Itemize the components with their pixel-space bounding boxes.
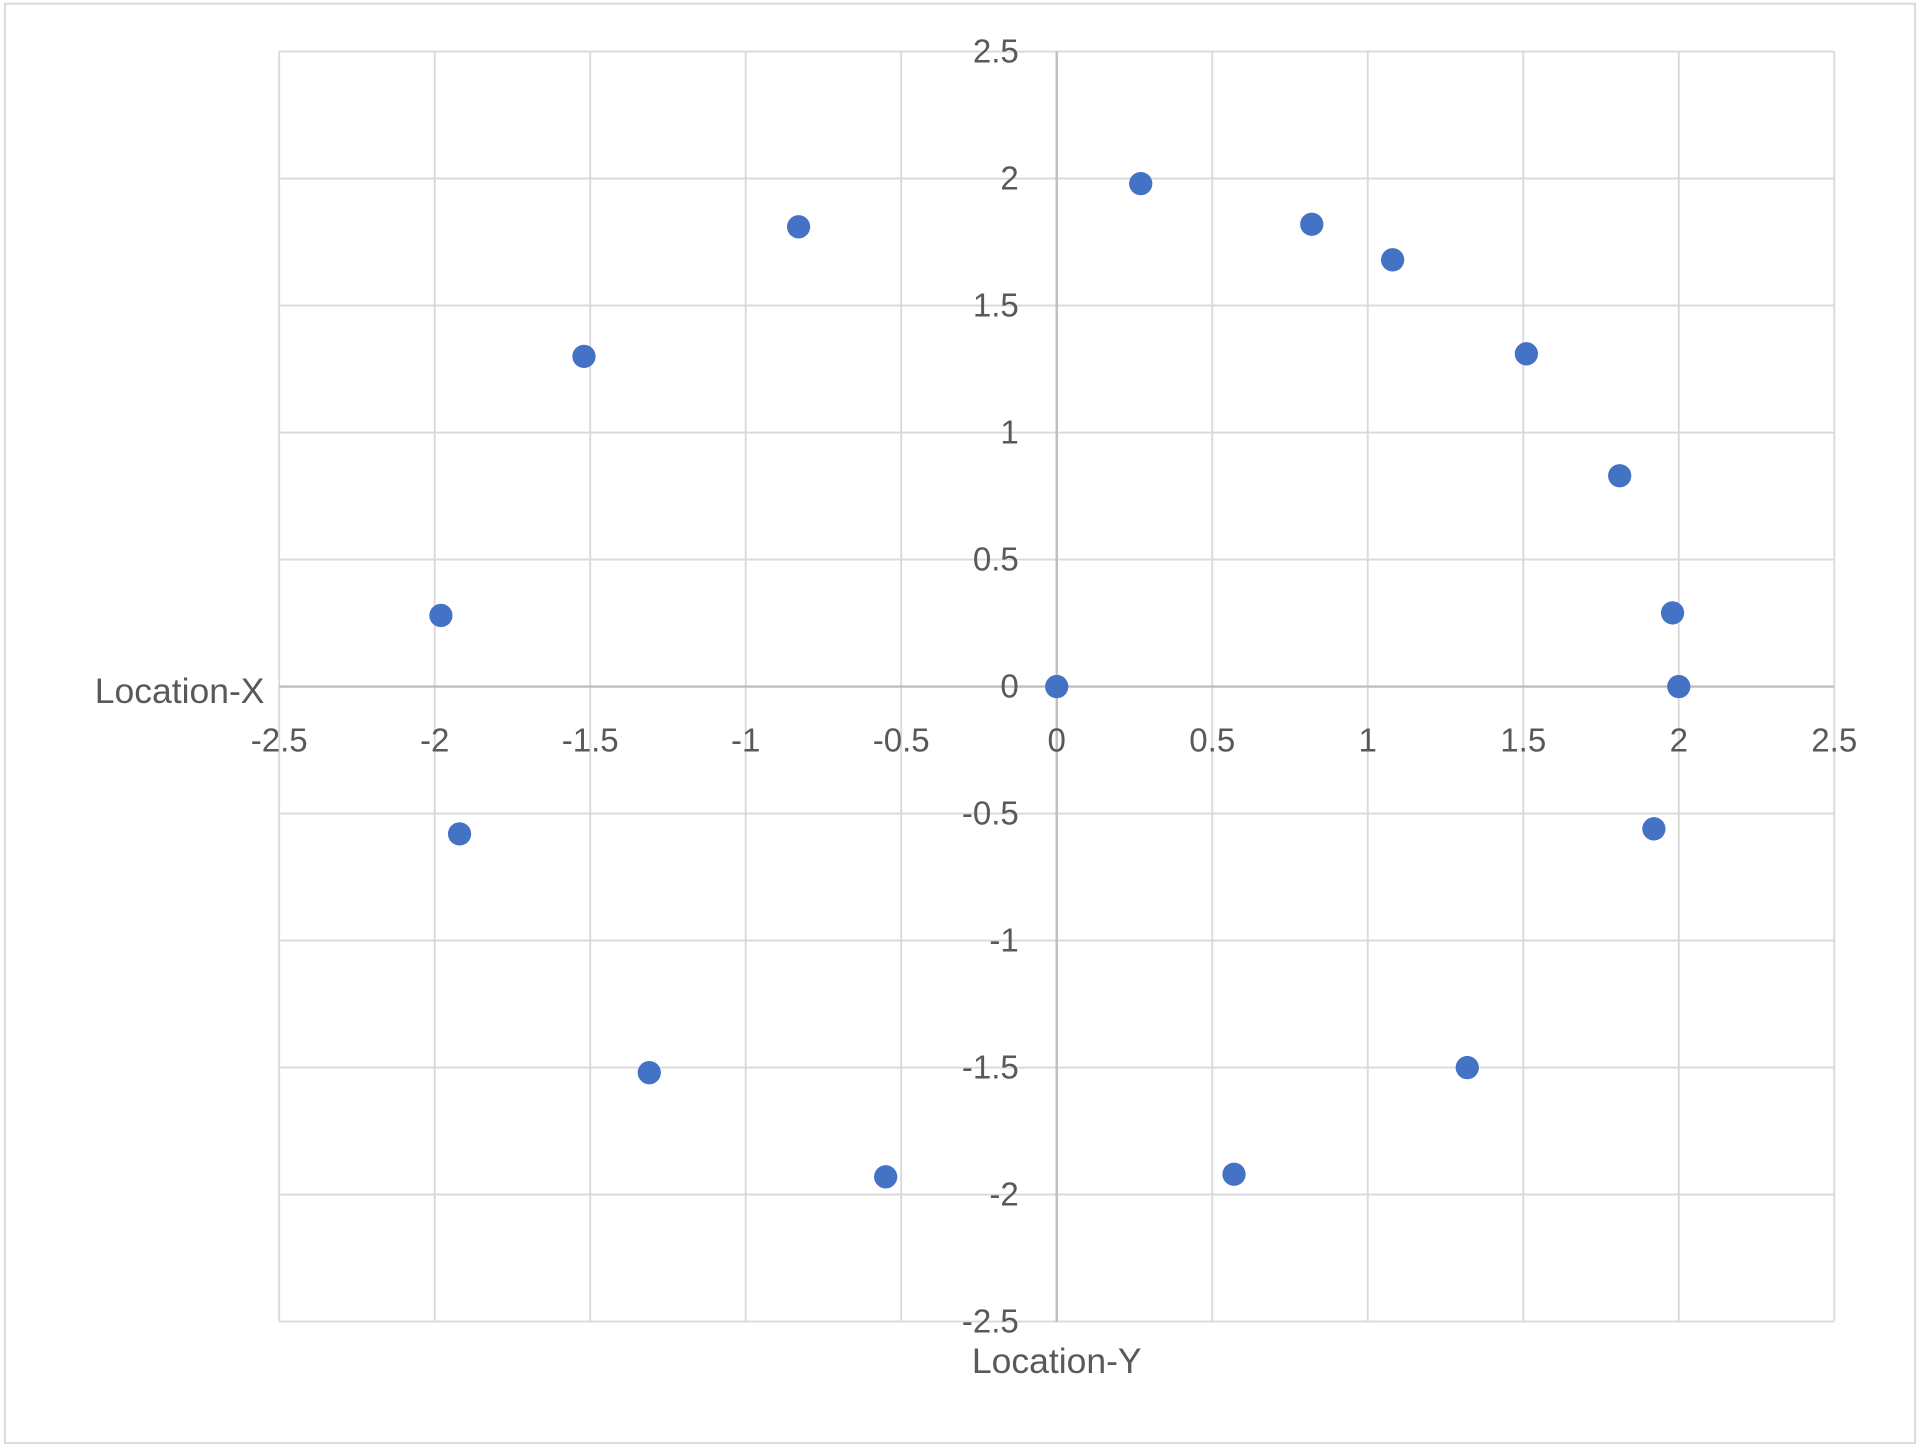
data-point	[1222, 1162, 1246, 1186]
data-point	[572, 344, 596, 369]
data-point	[786, 215, 811, 239]
x-tick-label: -1.5	[562, 723, 619, 760]
x-tick-label: -2	[420, 723, 449, 760]
data-point	[1514, 342, 1539, 366]
data-point	[1608, 464, 1632, 488]
x-tick-label: 2	[1670, 723, 1688, 760]
data-point	[1045, 674, 1069, 699]
y-tick-label: -2.5	[962, 1304, 1019, 1341]
x-tick-label: -2.5	[251, 723, 308, 760]
chart-border	[3, 2, 1917, 1445]
y-tick-label: 2.5	[973, 34, 1019, 71]
data-point	[1455, 1055, 1479, 1080]
y-tick-label: -2	[989, 1177, 1018, 1214]
y-tick-label: -1	[989, 923, 1018, 960]
data-point	[1381, 248, 1405, 272]
x-tick-label: -0.5	[873, 723, 930, 760]
y-tick-label: 0	[1000, 669, 1018, 706]
x-tick-label: 2.5	[1811, 723, 1857, 760]
y-tick-label: -0.5	[962, 796, 1019, 833]
data-point	[429, 603, 453, 628]
x-tick-label: 1	[1359, 723, 1377, 760]
y-tick-label: -1.5	[962, 1050, 1019, 1087]
data-point	[447, 822, 472, 846]
data-point	[1300, 212, 1324, 236]
tick-labels: -2.5 -2 -1.5 -1 -0.5 0 0.5 1 1.5 2 2.5 2.5 2 1.5 1 0.5 0…	[251, 34, 1858, 1341]
data-point	[1660, 601, 1685, 625]
data-points	[429, 171, 1691, 1189]
data-point	[1667, 674, 1691, 699]
x-tick-label: 0	[1048, 723, 1066, 760]
data-point	[1129, 171, 1153, 196]
x-axis-title: Location-Y	[972, 1341, 1142, 1381]
data-point	[874, 1165, 898, 1189]
y-tick-label: 0.5	[973, 542, 1019, 579]
x-tick-label: 0.5	[1189, 723, 1235, 760]
y-tick-label: 2	[1000, 161, 1018, 198]
data-point	[1642, 817, 1666, 841]
data-point	[637, 1061, 661, 1085]
y-tick-label: 1.5	[973, 288, 1019, 325]
x-tick-label: -1	[731, 723, 760, 760]
y-tick-label: 1	[1000, 415, 1018, 452]
y-axis-title: Location-X	[95, 671, 265, 711]
x-tick-label: 1.5	[1500, 723, 1546, 760]
